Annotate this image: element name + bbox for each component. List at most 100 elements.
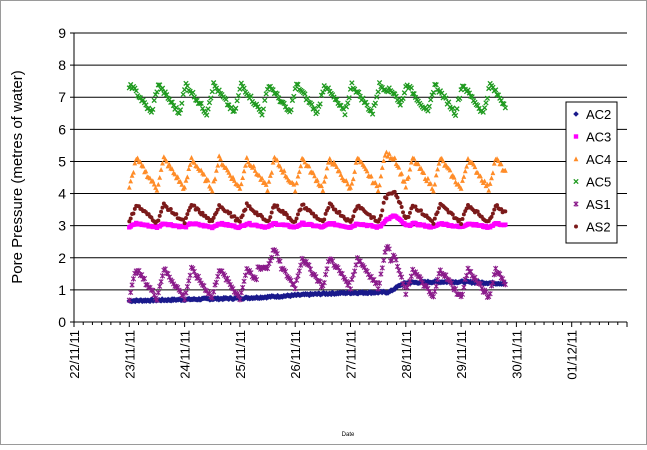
data-point-as2 xyxy=(293,219,298,224)
data-point-ac5 xyxy=(263,91,269,97)
x-tick-label: 26/11/11 xyxy=(288,330,303,379)
data-point-ac5 xyxy=(238,80,244,86)
data-point-ac4 xyxy=(175,174,181,180)
data-point-as2 xyxy=(461,212,466,217)
x-tick-label: 28/11/11 xyxy=(399,330,414,379)
data-point-ac5 xyxy=(441,92,448,99)
data-point-ac4 xyxy=(353,159,359,165)
data-point-ac4 xyxy=(364,168,370,174)
data-point-as2 xyxy=(275,203,280,208)
data-point-as1 xyxy=(162,266,168,272)
data-point-ac5 xyxy=(345,100,351,106)
data-point-as1 xyxy=(468,268,474,275)
data-point-ac4 xyxy=(302,159,308,165)
data-point-as2 xyxy=(232,214,237,219)
data-point-ac4 xyxy=(256,172,262,178)
data-point-ac4 xyxy=(435,166,440,172)
data-point-as2 xyxy=(164,204,169,209)
data-point-ac5 xyxy=(309,101,315,108)
data-point-ac4 xyxy=(182,184,187,190)
data-point-as2 xyxy=(337,209,342,214)
data-point-ac4 xyxy=(321,178,327,184)
data-point-ac4 xyxy=(132,160,138,166)
data-point-ac5 xyxy=(228,104,235,110)
data-point-ac5 xyxy=(150,106,156,113)
data-point-ac5 xyxy=(199,105,206,112)
data-point-as2 xyxy=(459,221,464,226)
data-point-ac4 xyxy=(201,171,207,177)
data-point-ac4 xyxy=(312,173,317,179)
data-point-as1 xyxy=(157,283,163,290)
data-point-as1 xyxy=(126,297,132,303)
data-point-ac5 xyxy=(425,108,431,114)
data-point-ac4 xyxy=(230,174,236,180)
data-point-as1 xyxy=(277,258,283,264)
data-point-ac5 xyxy=(180,91,186,98)
data-point-as2 xyxy=(128,216,133,221)
data-point-ac4 xyxy=(482,178,488,184)
data-point-ac4 xyxy=(231,178,237,183)
data-point-as2 xyxy=(294,216,299,221)
data-point-ac5 xyxy=(176,110,182,117)
data-point-as1 xyxy=(213,279,219,285)
data-point-ac5 xyxy=(216,87,222,93)
legend-label-ac4: AC4 xyxy=(586,152,611,167)
data-point-ac5 xyxy=(450,105,456,111)
data-point-ac5 xyxy=(374,94,380,100)
data-point-ac5 xyxy=(320,89,326,95)
data-point-ac4 xyxy=(269,170,275,175)
data-point-ac5 xyxy=(224,102,231,108)
data-point-ac5 xyxy=(235,92,242,99)
data-point-ac5 xyxy=(433,82,439,88)
data-point-as2 xyxy=(240,213,245,218)
data-point-ac4 xyxy=(183,177,189,183)
y-tick-label: 4 xyxy=(58,186,66,202)
data-point-ac5 xyxy=(334,97,340,103)
data-point-ac4 xyxy=(399,170,405,176)
data-point-as2 xyxy=(280,208,285,213)
data-point-as1 xyxy=(381,257,387,264)
data-layer xyxy=(126,79,508,305)
data-point-as2 xyxy=(168,207,173,211)
data-point-ac4 xyxy=(377,182,382,188)
data-point-ac4 xyxy=(291,181,297,187)
data-point-ac4 xyxy=(486,187,492,193)
data-point-as1 xyxy=(464,272,470,279)
legend-label-as1: AS1 xyxy=(586,197,611,212)
data-point-ac4 xyxy=(215,162,221,168)
data-point-as1 xyxy=(269,254,275,261)
legend-label-ac2: AC2 xyxy=(586,107,611,122)
data-point-ac4 xyxy=(421,170,427,175)
data-point-ac5 xyxy=(466,90,473,96)
data-point-ac4 xyxy=(327,155,333,161)
data-point-as1 xyxy=(292,285,298,292)
data-point-as1 xyxy=(433,283,439,289)
data-point-ac4 xyxy=(428,180,434,186)
data-point-as1 xyxy=(187,272,193,278)
data-point-ac5 xyxy=(213,85,220,91)
data-point-ac4 xyxy=(296,169,302,174)
data-point-ac4 xyxy=(418,165,424,171)
data-point-ac4 xyxy=(298,163,304,169)
legend-label-ac3: AC3 xyxy=(586,130,611,145)
data-point-as1 xyxy=(186,278,192,284)
data-point-ac4 xyxy=(135,155,140,161)
data-point-as1 xyxy=(443,272,449,278)
data-point-ac4 xyxy=(337,168,342,174)
data-point-as1 xyxy=(349,276,355,283)
data-point-ac4 xyxy=(323,173,329,179)
data-point-as2 xyxy=(380,208,385,213)
data-point-ac4 xyxy=(489,175,494,181)
data-point-as1 xyxy=(307,266,313,272)
data-point-ac4 xyxy=(241,168,247,174)
data-point-as1 xyxy=(323,271,329,278)
data-point-ac5 xyxy=(452,112,459,119)
data-point-ac5 xyxy=(190,89,196,96)
data-point-ac4 xyxy=(440,158,446,164)
data-point-ac5 xyxy=(233,105,239,111)
data-point-ac5 xyxy=(209,88,215,95)
data-point-as2 xyxy=(399,205,404,209)
data-point-ac5 xyxy=(481,105,488,111)
data-point-as2 xyxy=(435,210,440,215)
data-point-ac4 xyxy=(128,178,134,184)
